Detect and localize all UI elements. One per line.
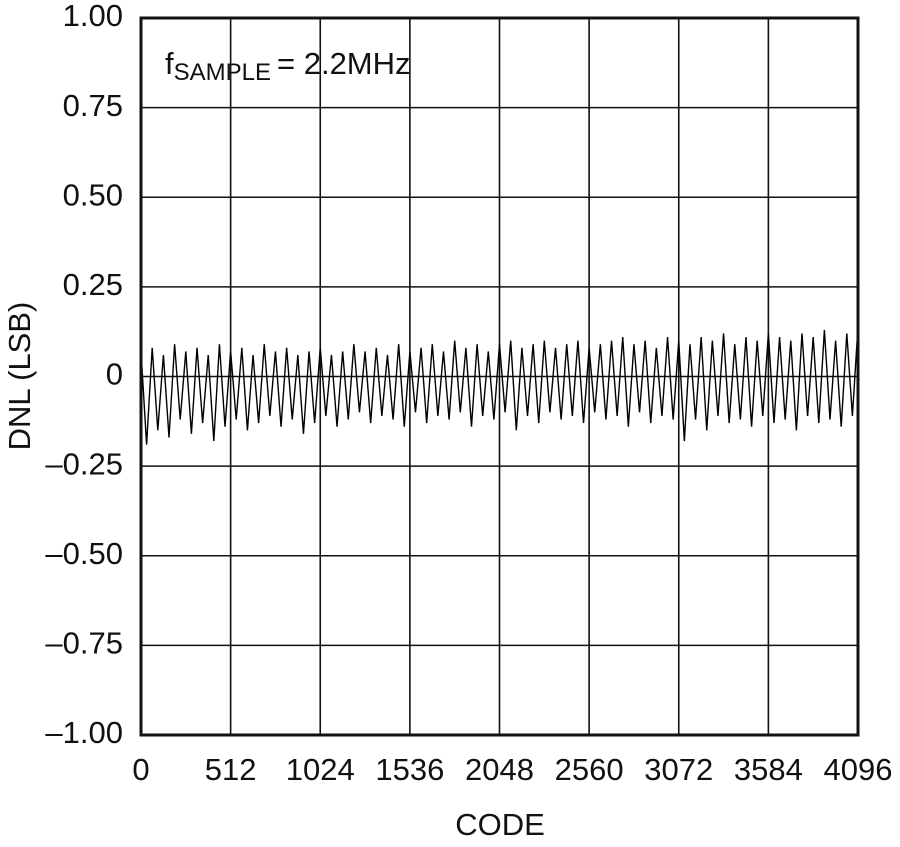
plot-frame	[139, 16, 860, 737]
y-axis-title: DNL (LSB)	[2, 302, 37, 451]
annotation-base: f	[165, 46, 174, 81]
y-tick-label: 1.00	[63, 0, 123, 33]
x-tick-label: 512	[205, 752, 257, 787]
x-tick-label: 2048	[465, 752, 534, 787]
y-tick-label: 0.50	[63, 177, 123, 212]
y-tick-label: –1.00	[45, 715, 123, 750]
x-tick-label: 2560	[555, 752, 624, 787]
x-tick-label: 3584	[734, 752, 803, 787]
annotation: fSAMPLE = 2.2MHz	[165, 46, 411, 86]
x-tick-label: 0	[132, 752, 149, 787]
annotation-subscript: SAMPLE	[174, 59, 271, 86]
x-tick-label: 1024	[286, 752, 355, 787]
x-tick-label: 1536	[375, 752, 444, 787]
x-tick-label: 4096	[824, 752, 893, 787]
y-tick-label: 0.75	[63, 88, 123, 123]
y-tick-label: –0.50	[45, 536, 123, 571]
dnl-line	[140, 326, 859, 445]
y-tick-label: –0.25	[45, 446, 123, 481]
y-tick-label: 0.25	[63, 267, 123, 302]
x-axis-title: CODE	[455, 807, 545, 842]
x-tick-label: 3072	[644, 752, 713, 787]
annotation-text: = 2.2MHz	[277, 46, 411, 81]
y-tick-label: –0.75	[45, 626, 123, 661]
y-tick-label: 0	[106, 357, 123, 392]
